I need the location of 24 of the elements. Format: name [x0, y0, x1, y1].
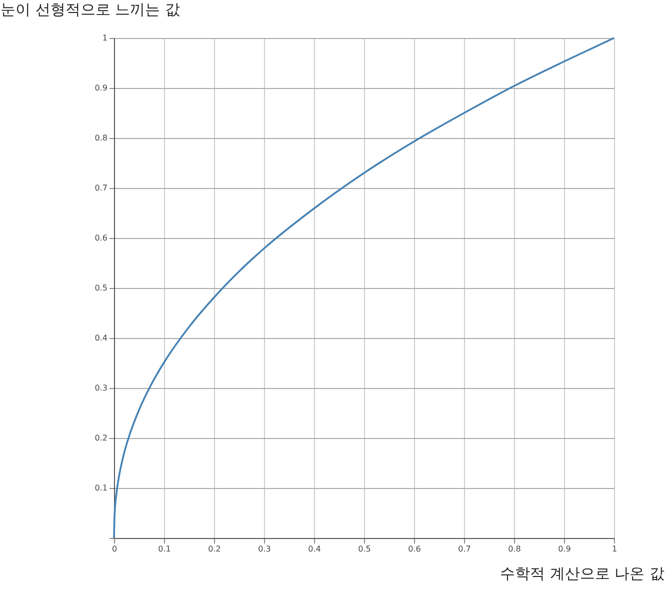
x-tick-label: 0.8	[508, 544, 521, 554]
x-tick-label: 0	[112, 544, 118, 554]
y-axis-title: 눈이 선형적으로 느끼는 값	[0, 0, 180, 18]
y-tick-label: 0.9	[94, 84, 108, 92]
x-tick-label: 0.3	[258, 544, 271, 554]
y-tick-label: 0.4	[94, 334, 108, 342]
y-tick-label: 0.6	[94, 234, 108, 242]
x-axis-title: 수학적 계산으로 나온 값	[500, 564, 664, 582]
x-tick-label: 0.6	[408, 544, 421, 554]
x-tick-label: 0.5	[358, 544, 371, 554]
x-tick-label: 0.1	[158, 544, 171, 554]
x-tick-label: 0.7	[458, 544, 471, 554]
y-tick-label: 0.3	[94, 384, 108, 392]
y-tick-label: 0.2	[94, 434, 108, 442]
x-tick-label: 0.4	[308, 544, 321, 554]
y-tick-label: 1	[102, 34, 108, 42]
x-tick-label: 0.9	[558, 544, 571, 554]
x-tick-label: 1	[612, 544, 618, 554]
line-series	[113, 37, 615, 539]
y-tick-label: 0.5	[94, 284, 108, 292]
y-tick-label: 0.1	[94, 484, 108, 492]
x-tick-label: 0.2	[208, 544, 221, 554]
y-tick-label: 0.8	[94, 134, 108, 142]
y-tick-label: 0.7	[94, 184, 108, 192]
